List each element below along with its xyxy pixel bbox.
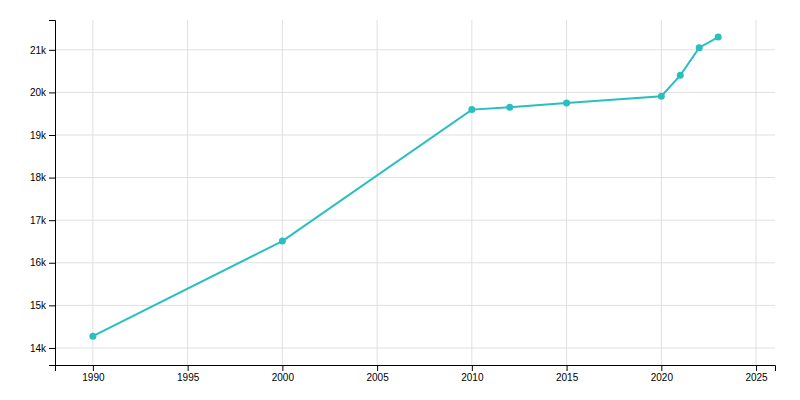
y-tick-label: 17k (30, 215, 47, 226)
grid-line-x (187, 20, 188, 365)
point (696, 44, 703, 51)
x-tick: 1990 (82, 365, 105, 383)
point (677, 72, 684, 79)
x-tick: 1995 (177, 365, 200, 383)
x-tick-label: 2005 (366, 372, 389, 383)
x-tick-label: 2015 (556, 372, 579, 383)
y-tick-mark (49, 220, 55, 221)
point (563, 100, 570, 107)
y-tick-label: 16k (30, 257, 47, 268)
y-tick-mark (49, 50, 55, 51)
y-tick-label: 15k (30, 300, 47, 311)
y-tick-label: 21k (30, 45, 47, 56)
grid-line-y (55, 177, 775, 178)
point (89, 333, 96, 340)
x-tick-mark (567, 365, 568, 371)
y-axis-line (49, 21, 56, 366)
grid-line-x (756, 20, 757, 365)
x-tick-label: 1990 (82, 372, 105, 383)
y-tick: 17k (30, 215, 55, 226)
grid-line-y (55, 305, 775, 306)
grid-line-y (55, 135, 775, 136)
x-tick-mark (377, 365, 378, 371)
y-tick-mark (49, 305, 55, 306)
y-tick-label: 18k (30, 172, 47, 183)
y-tick-label: 14k (30, 343, 47, 354)
grid-line-y (55, 49, 775, 50)
y-tick: 18k (30, 172, 55, 183)
x-tick: 2015 (556, 365, 579, 383)
grid-line-x (92, 20, 93, 365)
x-tick-label: 2000 (272, 372, 295, 383)
y-tick-mark (49, 135, 55, 136)
x-tick-label: 2020 (651, 372, 674, 383)
y-tick-mark (49, 178, 55, 179)
x-tick-mark (93, 365, 94, 371)
point (279, 238, 286, 245)
plot: 1990 1995 2000 2005 2010 2015 2020 2025 14k 15k 16… (30, 20, 776, 383)
x-tick: 2000 (272, 365, 295, 383)
y-tick: 19k (30, 130, 55, 141)
chart: 1990 1995 2000 2005 2010 2015 2020 2025 14k 15k 16… (0, 0, 800, 400)
grid-line-x (661, 20, 662, 365)
x-axis: 1990 1995 2000 2005 2010 2015 2020 2025 (56, 365, 776, 383)
y-tick-mark (49, 92, 55, 93)
y-axis: 14k 15k 16k 17k 18k 19k 20k 21k (30, 21, 56, 366)
y-tick-label: 19k (30, 130, 47, 141)
y-tick: 15k (30, 300, 55, 311)
x-tick-label: 2010 (461, 372, 484, 383)
y-tick-mark (49, 348, 55, 349)
grid-line-x (471, 20, 472, 365)
x-tick-mark (756, 365, 757, 371)
x-tick-mark (472, 365, 473, 371)
point (715, 34, 722, 41)
grid-line-x (377, 20, 378, 365)
y-tick: 20k (30, 87, 55, 98)
x-tick: 2010 (461, 365, 484, 383)
grid-line-x (566, 20, 567, 365)
x-tick-mark (661, 365, 662, 371)
x-tick: 2005 (366, 365, 389, 383)
point (468, 106, 475, 113)
series (89, 34, 721, 340)
x-tick: 2020 (651, 365, 674, 383)
grid-line-y (55, 92, 775, 93)
line (93, 37, 718, 336)
x-tick-label: 1995 (177, 372, 200, 383)
x-tick-label: 2025 (745, 372, 768, 383)
grid-line-y (55, 262, 775, 263)
y-tick-mark (49, 263, 55, 264)
x-tick-mark (282, 365, 283, 371)
grid-line-x (282, 20, 283, 365)
x-axis-line (56, 366, 776, 372)
y-tick-label: 20k (30, 87, 47, 98)
y-tick: 21k (30, 45, 55, 56)
point (658, 93, 665, 100)
y-tick: 14k (30, 343, 55, 354)
y-tick: 16k (30, 257, 55, 268)
x-tick-mark (188, 365, 189, 371)
grid (55, 20, 775, 365)
grid-line-y (55, 220, 775, 221)
grid-line-y (55, 347, 775, 348)
point (506, 104, 513, 111)
x-tick: 2025 (745, 365, 768, 383)
